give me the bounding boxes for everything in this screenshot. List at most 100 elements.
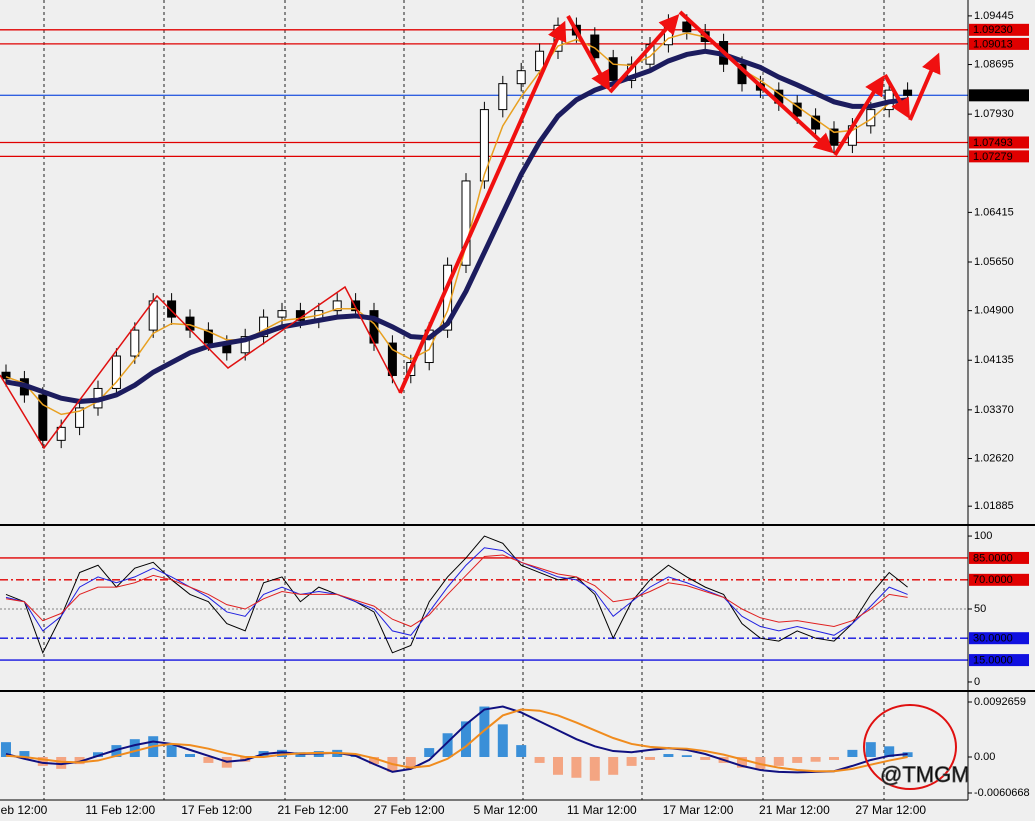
y-tick-label: -0.0060668	[974, 787, 1030, 799]
candle-body	[387, 342, 397, 376]
histogram-bar	[865, 742, 876, 757]
level-label: 1.08220	[973, 90, 1013, 102]
macd-line	[5, 708, 908, 773]
level-label-box	[969, 551, 1029, 564]
y-tick-label: 1.04900	[974, 305, 1014, 317]
candle-body	[203, 329, 213, 344]
candle-body	[682, 21, 692, 33]
candle-body	[332, 300, 342, 312]
histogram-bar	[663, 754, 674, 757]
candle-body	[56, 426, 66, 441]
histogram-bar	[166, 745, 177, 757]
candle-body	[259, 316, 269, 338]
level-label: 1.07279	[973, 151, 1013, 163]
trend-arrow	[398, 20, 567, 394]
level-label: 70.0000	[973, 574, 1013, 586]
vertical-grid	[43, 0, 885, 800]
histogram-bar	[681, 755, 692, 757]
histogram-bar	[442, 733, 453, 757]
histogram-bar	[553, 756, 563, 775]
histogram-bar	[700, 756, 711, 760]
candle-body	[111, 355, 121, 389]
y-tick-label: 1.01885	[974, 500, 1014, 512]
x-tick-label: 5 Mar 12:00	[473, 803, 537, 817]
x-tick-label: 11 Feb 12:00	[85, 803, 155, 817]
histogram-bar	[185, 754, 195, 757]
candle-body	[866, 109, 876, 127]
candle-body	[461, 180, 471, 266]
histogram-bar	[369, 756, 379, 765]
trend-arrow	[678, 10, 834, 154]
histogram-bar	[884, 746, 895, 757]
histogram-bar	[56, 756, 67, 769]
histogram-bar	[424, 748, 435, 757]
histogram-bar	[737, 756, 747, 768]
candle-body	[277, 310, 287, 318]
zigzag	[0, 285, 401, 450]
y-tick-label: 1.08695	[974, 58, 1014, 70]
trend-arrow	[833, 75, 885, 157]
trend-arrow	[908, 52, 941, 121]
histogram-bar	[626, 756, 637, 766]
histogram-bar	[589, 756, 600, 781]
histogram-bar	[277, 749, 287, 757]
histogram-bar	[534, 756, 545, 763]
histogram-bar	[479, 706, 490, 757]
histogram-bar	[461, 721, 471, 757]
annotations	[0, 10, 957, 790]
histogram-bar	[516, 745, 527, 757]
level-label-box	[969, 89, 1029, 102]
x-tick-label: 17 Feb 12:00	[181, 803, 252, 817]
x-tick-label: eb 12:00	[1, 803, 48, 817]
histogram-bar	[773, 756, 784, 766]
level-label: 85.0000	[973, 552, 1013, 564]
candle-body	[167, 300, 177, 318]
level-label-box	[969, 654, 1029, 667]
oscillator-line	[5, 535, 908, 655]
candle-body	[351, 300, 361, 312]
candle-body	[130, 329, 140, 357]
histogram-bar	[37, 756, 48, 766]
candle-body	[185, 316, 195, 331]
candle-body	[903, 89, 913, 96]
candle-body	[479, 109, 489, 182]
histogram-bar	[571, 756, 582, 778]
x-tick-label: 27 Feb 12:00	[374, 803, 445, 817]
level-label-box	[969, 37, 1029, 50]
histogram-bar	[608, 756, 619, 775]
x-tick-label: 11 Mar 12:00	[567, 803, 637, 817]
macd-line	[5, 705, 908, 774]
candle-body	[240, 336, 250, 354]
moving-average	[5, 32, 908, 416]
histogram-bar	[645, 756, 655, 760]
trend-arrow	[883, 74, 910, 119]
y-tick-label: 0.0092659	[974, 696, 1026, 708]
level-label-box	[969, 136, 1029, 149]
y-tick-label: 1.03370	[974, 404, 1014, 416]
y-tick-label: 1.06415	[974, 206, 1014, 218]
candle-body	[516, 70, 526, 85]
candle-body	[1, 371, 11, 380]
y-tick-label: 1.05650	[974, 256, 1014, 268]
trend-arrow	[566, 15, 610, 91]
histogram-bar	[847, 749, 858, 757]
level-label: 1.09230	[973, 24, 1013, 36]
level-label: 1.09013	[973, 38, 1013, 50]
histogram-bar	[810, 756, 821, 762]
histogram-bar	[1, 742, 11, 757]
level-label-box	[969, 573, 1029, 586]
level-label: 30.0000	[973, 633, 1013, 645]
histogram-bar	[74, 756, 85, 765]
histogram-bar	[203, 756, 214, 763]
trend-arrow	[608, 14, 680, 94]
y-tick-label: 1.07930	[974, 108, 1014, 120]
y-tick-label: 1.02620	[974, 452, 1014, 464]
histogram-bar	[19, 751, 30, 757]
histogram-bar	[405, 756, 416, 769]
histogram-bar	[93, 752, 103, 757]
y-tick-label: 0.00	[974, 751, 995, 763]
plot-area	[0, 14, 968, 781]
histogram-bar	[129, 739, 140, 757]
